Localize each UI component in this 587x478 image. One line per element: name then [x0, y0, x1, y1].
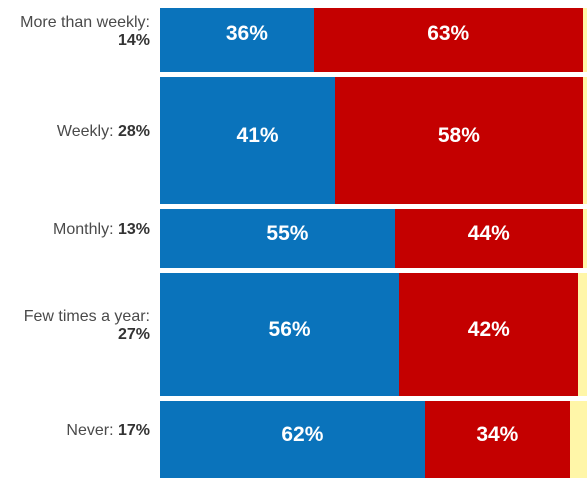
row-share: 17%	[117, 422, 150, 440]
row-label: Monthly: 13%	[0, 221, 150, 239]
bar-segment-remainder	[582, 8, 587, 72]
data-label-red: 44%	[467, 222, 510, 246]
row-label-text: More than weekly:	[20, 13, 150, 31]
data-label-red: 34%	[476, 423, 519, 447]
bar-segment-remainder	[582, 76, 587, 204]
row-share: 28%	[117, 123, 150, 141]
bar-segment-remainder	[582, 208, 587, 268]
data-label-blue: 56%	[268, 318, 311, 342]
bar-segment-blue	[160, 208, 395, 268]
bar-segment-blue	[160, 400, 425, 478]
row-share: 13%	[117, 221, 150, 239]
bar-segment-blue	[160, 8, 314, 72]
row-label: Weekly: 28%	[0, 123, 150, 141]
row-share: 14%	[117, 31, 150, 49]
row-label-text: Monthly:	[53, 221, 114, 239]
data-label-blue: 62%	[281, 423, 324, 447]
row-label: More than weekly: 14%	[0, 14, 150, 50]
row-label-text: Never:	[66, 422, 114, 440]
bar-segment-blue	[160, 76, 336, 204]
row-label-text: Weekly:	[56, 123, 114, 141]
bar-segment-remainder	[578, 273, 587, 396]
data-label-red: 63%	[427, 22, 470, 45]
bar-segment-remainder	[569, 400, 587, 478]
row-label-text: Few times a year:	[23, 308, 150, 326]
row-label: Few times a year: 27%	[0, 308, 150, 344]
bar-segment-red	[394, 208, 583, 268]
bar-segment-red	[335, 76, 583, 204]
data-label-blue: 55%	[266, 222, 309, 246]
data-label-blue: 41%	[236, 124, 279, 148]
data-label-blue: 36%	[225, 22, 268, 45]
bar-segment-red	[424, 400, 570, 478]
data-label-red: 42%	[467, 318, 510, 342]
row-label: Never: 17%	[0, 422, 150, 440]
row-share: 27%	[117, 326, 150, 344]
bar-segment-blue	[160, 273, 400, 396]
bar-segment-red	[399, 273, 579, 396]
data-label-red: 58%	[437, 124, 480, 148]
bar-segment-red	[313, 8, 583, 72]
